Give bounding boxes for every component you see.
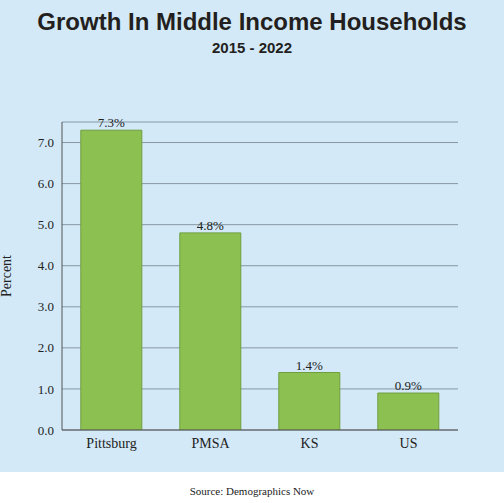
svg-text:4.8%: 4.8% bbox=[197, 218, 224, 233]
svg-text:6.0: 6.0 bbox=[38, 176, 54, 191]
html-text:Growth In Middle Income Househ: Growth In Middle Income Households bbox=[37, 8, 467, 35]
svg-text:PMSA: PMSA bbox=[191, 436, 230, 451]
svg-text:Pittsburg: Pittsburg bbox=[86, 436, 136, 451]
svg-text:7.3%: 7.3% bbox=[98, 115, 125, 130]
html-text:Source: Demographics Now: Source: Demographics Now bbox=[189, 485, 315, 497]
svg-text:2.0: 2.0 bbox=[38, 340, 54, 355]
svg-text:5.0: 5.0 bbox=[38, 217, 54, 232]
svg-text:1.0: 1.0 bbox=[38, 382, 54, 397]
svg-text:0.0: 0.0 bbox=[38, 423, 54, 438]
svg-text:KS: KS bbox=[301, 436, 319, 451]
svg-text:0.9%: 0.9% bbox=[395, 378, 422, 393]
svg-text:1.4%: 1.4% bbox=[296, 358, 323, 373]
svg-text:Percent: Percent bbox=[8, 255, 14, 297]
svg-text:7.0: 7.0 bbox=[38, 135, 54, 150]
svg-text:4.0: 4.0 bbox=[38, 258, 54, 273]
svg-text:3.0: 3.0 bbox=[38, 299, 54, 314]
html-text:2015 - 2022: 2015 - 2022 bbox=[212, 39, 292, 56]
svg-text:US: US bbox=[400, 436, 418, 451]
